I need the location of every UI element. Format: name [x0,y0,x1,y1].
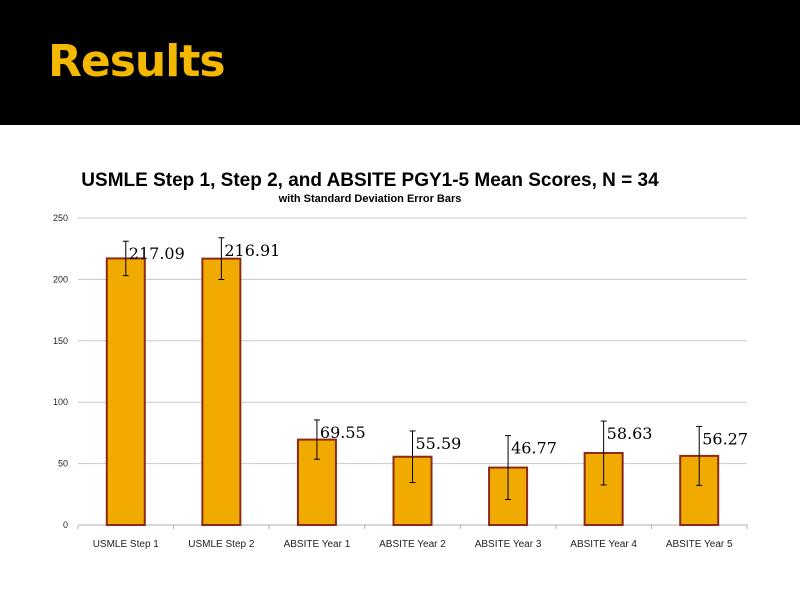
chart-subtitle: with Standard Deviation Error Bars [278,193,462,205]
x-category-label: ABSITE Year 4 [570,539,637,550]
y-tick-label: 50 [58,459,68,469]
x-category-label: ABSITE Year 3 [475,539,542,550]
data-label: 56.27 [702,429,748,448]
title-banner: Results [0,0,800,125]
bar-chart: 0 50 100 150 200 250 217.09 USMLE Step 1 216.91 U… [53,213,748,550]
bar [201,257,242,526]
data-label: 216.91 [224,241,280,260]
x-category-label: USMLE Step 1 [93,539,160,550]
data-label: 46.77 [511,439,557,458]
data-label: 55.59 [416,434,462,453]
data-label: 217.09 [129,244,185,263]
bar [105,257,146,526]
data-label: 58.63 [607,424,653,443]
x-category-label: ABSITE Year 2 [379,539,446,550]
data-label: 69.55 [320,423,366,442]
y-tick-label: 150 [53,336,68,346]
x-category-label: ABSITE Year 1 [284,539,351,550]
y-tick-label: 200 [53,274,68,284]
y-tick-label: 250 [53,213,68,223]
chart-title: USMLE Step 1, Step 2, and ABSITE PGY1-5 … [81,170,659,191]
x-category-label: USMLE Step 2 [188,539,255,550]
y-tick-label: 0 [63,520,68,530]
x-category-label: ABSITE Year 5 [666,539,733,550]
slide-title: Results [48,36,226,87]
y-tick-label: 100 [53,397,68,407]
